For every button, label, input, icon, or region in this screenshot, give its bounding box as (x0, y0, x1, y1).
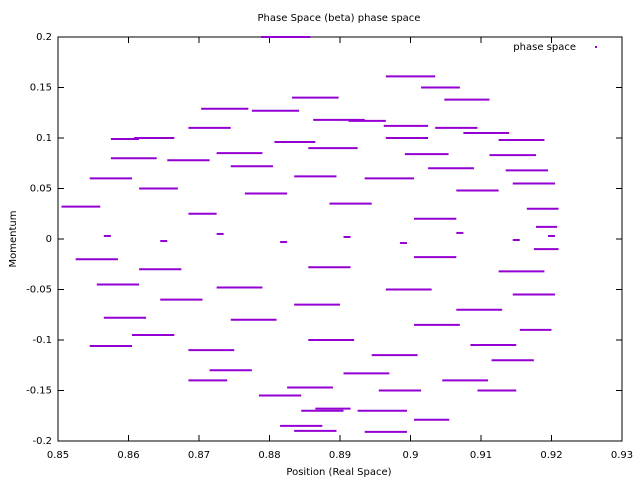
legend-marker (595, 46, 597, 48)
y-tick-label: -0.15 (26, 386, 52, 397)
y-tick-label: 0.2 (36, 32, 52, 43)
y-tick-label: 0.05 (30, 184, 52, 195)
y-tick-label: -0.2 (32, 436, 52, 447)
x-tick-label: 0.93 (611, 450, 633, 461)
x-tick-label: 0.9 (403, 450, 419, 461)
x-tick-label: 0.86 (117, 450, 139, 461)
x-tick-label: 0.89 (329, 450, 351, 461)
legend-label: phase space (513, 42, 576, 53)
y-tick-label: 0 (46, 234, 52, 245)
x-axis-label: Position (Real Space) (286, 467, 391, 478)
y-tick-label: -0.05 (26, 285, 52, 296)
x-tick-label: 0.87 (188, 450, 210, 461)
y-tick-label: -0.1 (32, 335, 52, 346)
x-tick-label: 0.92 (540, 450, 562, 461)
y-tick-label: 0.1 (36, 133, 52, 144)
y-axis-label: Momentum (8, 211, 19, 268)
x-tick-label: 0.88 (258, 450, 280, 461)
plot-frame (57, 36, 623, 442)
chart-title: Phase Space (beta) phase space (258, 13, 421, 24)
x-tick-label: 0.85 (47, 450, 69, 461)
x-tick-label: 0.91 (470, 450, 492, 461)
y-tick-label: 0.15 (30, 83, 52, 94)
